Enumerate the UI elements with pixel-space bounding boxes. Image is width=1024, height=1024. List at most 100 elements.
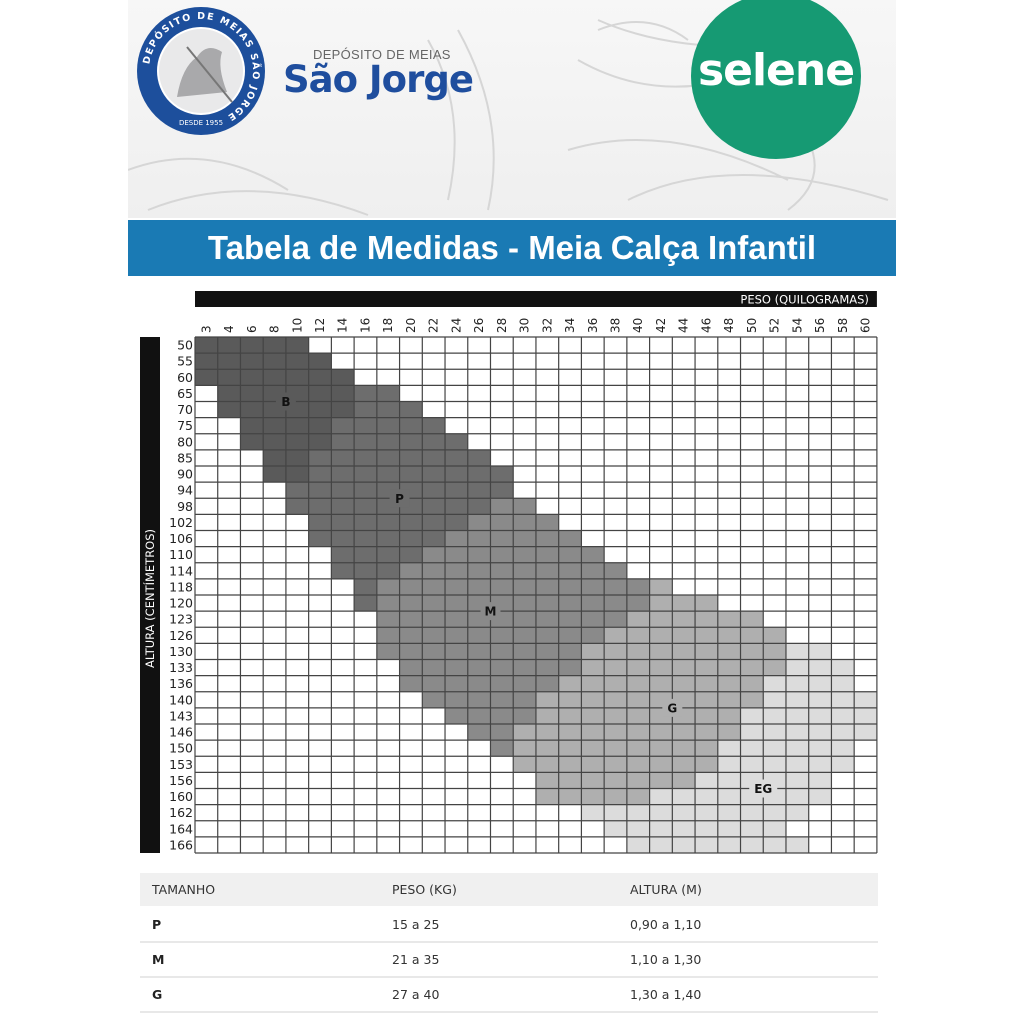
x-tick-label: 34: [563, 318, 577, 333]
header-cell: TAMANHO: [152, 882, 216, 897]
size-label-g: G: [667, 701, 677, 715]
x-tick-label: 16: [358, 318, 372, 333]
y-tick-label: 50: [177, 338, 193, 353]
x-tick-label: 32: [540, 318, 554, 333]
size-label-background: [662, 698, 683, 717]
size-region-g: [513, 740, 718, 757]
header-cell: PESO (KG): [392, 882, 457, 897]
size-region-g: [558, 675, 764, 692]
table-row: M 21 a 35 1,10 a 1,30: [140, 943, 878, 978]
size-label-background: [389, 489, 410, 508]
size-region-g: [581, 659, 786, 676]
size-label-b: B: [281, 395, 290, 409]
x-tick-label: 52: [768, 318, 782, 333]
x-axis-title-bar: [195, 291, 877, 307]
height-cell: 1,30 a 1,40: [630, 987, 702, 1002]
x-tick-label: 3: [199, 325, 213, 333]
y-tick-label: 85: [177, 450, 193, 465]
sao-jorge-seal-logo: DEPÓSITO DE MEIAS SÃO JORGE DESDE 1955: [137, 7, 265, 135]
size-label-m: M: [485, 605, 497, 619]
size-region-g: [581, 643, 786, 660]
header-cell: ALTURA (M): [630, 882, 702, 897]
size-cell: G: [152, 987, 163, 1002]
size-region-m: [399, 675, 559, 692]
x-tick-label: 20: [404, 318, 418, 333]
weight-cell: 15 a 25: [392, 917, 440, 932]
x-tick-label: 28: [495, 318, 509, 333]
x-tick-label: 58: [836, 318, 850, 333]
size-region-p: [308, 514, 468, 531]
y-tick-label: 60: [177, 370, 193, 385]
x-axis-title: PESO (QUILOGRAMAS): [740, 293, 868, 307]
y-tick-label: 164: [169, 821, 193, 836]
size-region-g: [535, 772, 696, 789]
size-region-p: [354, 401, 423, 418]
x-tick-label: 40: [631, 318, 645, 333]
size-region-b: [195, 337, 309, 354]
size-region-p: [285, 498, 491, 515]
size-region-eg: [763, 691, 877, 708]
height-cell: 0,90 a 1,10: [630, 917, 702, 932]
y-tick-label: 133: [169, 660, 193, 675]
y-tick-label: 126: [169, 628, 193, 643]
y-tick-label: 110: [169, 547, 193, 562]
size-region-b: [195, 369, 355, 386]
x-tick-label: 24: [449, 318, 463, 333]
x-tick-label: 44: [677, 318, 691, 333]
x-tick-label: 14: [336, 318, 350, 333]
y-tick-label: 140: [169, 692, 193, 707]
svg-text:DESDE 1955: DESDE 1955: [179, 119, 223, 127]
brand-subtitle: DEPÓSITO DE MEIAS: [313, 47, 451, 62]
x-tick-label: 60: [859, 318, 873, 333]
size-table-header: TAMANHO PESO (KG) ALTURA (M): [140, 873, 878, 908]
y-tick-label: 136: [169, 676, 193, 691]
size-region-p: [308, 466, 514, 483]
y-tick-label: 75: [177, 418, 193, 433]
size-table: TAMANHO PESO (KG) ALTURA (M) P 15 a 25 0…: [140, 873, 878, 1013]
size-region-p: [331, 417, 446, 434]
weight-cell: 21 a 35: [392, 952, 440, 967]
x-tick-label: 42: [654, 318, 668, 333]
y-tick-label: 162: [169, 805, 193, 820]
y-tick-label: 98: [177, 499, 193, 514]
table-row: P 15 a 25 0,90 a 1,10: [140, 908, 878, 943]
y-tick-label: 94: [177, 483, 193, 498]
y-tick-label: 153: [169, 757, 193, 772]
y-tick-label: 102: [169, 515, 193, 530]
selene-logo: selene: [691, 0, 861, 159]
size-region-g: [535, 788, 650, 805]
y-tick-label: 143: [169, 708, 193, 723]
y-tick-label: 156: [169, 773, 193, 788]
y-tick-label: 120: [169, 596, 193, 611]
size-label-p: P: [395, 492, 404, 506]
y-tick-label: 166: [169, 837, 193, 852]
y-tick-label: 114: [169, 563, 193, 578]
y-axis-title: ALTURA (CENTÍMETROS): [142, 529, 157, 668]
x-tick-label: 56: [813, 318, 827, 333]
x-tick-label: 6: [245, 325, 259, 333]
x-tick-label: 18: [381, 318, 395, 333]
x-tick-label: 8: [268, 325, 282, 333]
size-region-eg: [785, 659, 855, 676]
y-tick-label: 55: [177, 354, 193, 369]
selene-logo-text: selene: [697, 45, 855, 96]
brand-name: São Jorge: [283, 58, 474, 101]
y-tick-label: 106: [169, 531, 193, 546]
y-tick-label: 146: [169, 725, 193, 740]
table-row: G 27 a 40 1,30 a 1,40: [140, 978, 878, 1013]
size-label-background: [749, 779, 778, 798]
x-tick-label: 10: [290, 318, 304, 333]
size-region-g: [513, 756, 718, 773]
size-label-eg: EG: [754, 782, 772, 796]
y-tick-label: 160: [169, 789, 193, 804]
size-region-p: [331, 562, 400, 579]
x-tick-label: 38: [609, 318, 623, 333]
size-label-background: [480, 602, 501, 621]
size-region-g: [649, 595, 718, 612]
y-tick-label: 150: [169, 741, 193, 756]
y-tick-label: 80: [177, 434, 193, 449]
size-cell: M: [152, 952, 165, 967]
size-region-m: [422, 691, 536, 708]
size-chart-grid: PESO (QUILOGRAMAS)ALTURA (CENTÍMETROS)3 4…: [140, 291, 878, 854]
size-region-m: [490, 740, 514, 757]
